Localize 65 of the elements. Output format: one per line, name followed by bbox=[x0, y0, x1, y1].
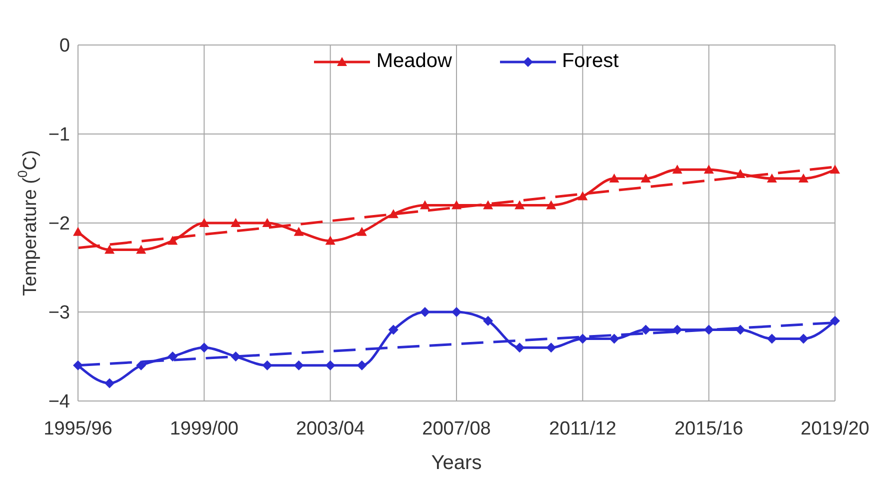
point bbox=[199, 342, 210, 353]
x-tick-label: 2019/20 bbox=[800, 418, 870, 440]
point bbox=[546, 200, 556, 210]
point bbox=[609, 174, 620, 182]
point bbox=[483, 200, 494, 210]
point bbox=[294, 226, 304, 236]
point bbox=[388, 209, 398, 218]
point bbox=[704, 324, 714, 335]
point bbox=[514, 200, 525, 210]
point bbox=[452, 200, 462, 210]
point bbox=[104, 244, 115, 254]
point bbox=[73, 226, 83, 236]
point bbox=[514, 342, 525, 353]
point bbox=[262, 360, 272, 370]
y-tick-label: −3 bbox=[48, 302, 70, 324]
point bbox=[640, 324, 651, 335]
legend-label: Meadow bbox=[376, 50, 452, 73]
point bbox=[546, 342, 556, 353]
point bbox=[798, 334, 808, 344]
point bbox=[735, 324, 746, 335]
point bbox=[578, 334, 588, 344]
point bbox=[766, 174, 777, 182]
x-tick-label: 2011/12 bbox=[549, 418, 616, 440]
point bbox=[704, 164, 714, 174]
point bbox=[199, 218, 210, 227]
point bbox=[830, 164, 840, 174]
point bbox=[766, 334, 777, 344]
y-tick-label: −2 bbox=[48, 214, 70, 235]
y-tick-label: −1 bbox=[48, 124, 70, 146]
point bbox=[483, 316, 494, 326]
point bbox=[325, 236, 336, 245]
point bbox=[798, 174, 808, 182]
point bbox=[136, 360, 146, 370]
point bbox=[420, 200, 430, 210]
point bbox=[830, 316, 840, 326]
point bbox=[672, 164, 682, 174]
point bbox=[420, 307, 430, 317]
x-tick-label: 1995/96 bbox=[44, 418, 112, 440]
point bbox=[735, 169, 746, 178]
y-tick-label: −4 bbox=[48, 392, 70, 413]
point bbox=[356, 226, 367, 236]
legend-label: Forest bbox=[562, 50, 619, 73]
point bbox=[136, 244, 146, 254]
point bbox=[168, 352, 178, 362]
point bbox=[672, 324, 682, 335]
x-axis-title: Years bbox=[431, 452, 482, 474]
point bbox=[168, 236, 178, 245]
point bbox=[609, 334, 620, 344]
point bbox=[230, 218, 241, 227]
point bbox=[640, 174, 651, 182]
x-tick-label: 2007/08 bbox=[422, 418, 491, 440]
point bbox=[356, 360, 367, 370]
point bbox=[325, 360, 336, 370]
point bbox=[452, 307, 462, 317]
y-tick-label: 0 bbox=[59, 36, 70, 57]
point bbox=[230, 352, 241, 362]
x-tick-label: 2015/16 bbox=[674, 418, 744, 440]
point bbox=[294, 360, 304, 370]
point bbox=[388, 324, 398, 335]
point bbox=[262, 218, 272, 227]
x-tick-label: 2003/04 bbox=[296, 418, 366, 440]
point bbox=[578, 191, 588, 200]
point bbox=[73, 360, 83, 370]
x-tick-label: 1999/00 bbox=[170, 418, 239, 440]
point bbox=[104, 378, 115, 388]
